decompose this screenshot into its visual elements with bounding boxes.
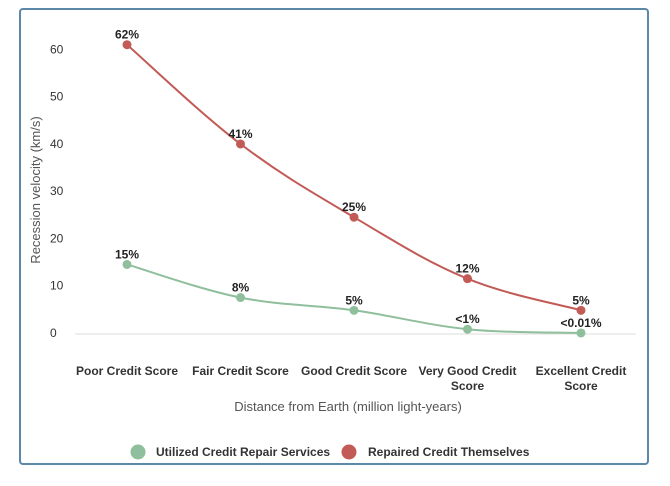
data-point[interactable] [576, 305, 586, 315]
legend-marker [341, 444, 357, 460]
x-axis-title: Distance from Earth (million light-years… [234, 399, 462, 414]
legend-label[interactable]: Repaired Credit Themselves [368, 445, 530, 459]
data-label: <0.01% [560, 316, 601, 330]
y-tick-label: 0 [50, 326, 57, 340]
data-point[interactable] [349, 305, 359, 315]
x-tick-label: Excellent Credit [536, 364, 627, 378]
y-tick-label: 20 [50, 231, 64, 245]
y-tick-label: 10 [50, 279, 64, 293]
data-point[interactable] [122, 40, 132, 50]
data-point[interactable] [236, 293, 245, 303]
data-point[interactable] [463, 274, 472, 284]
x-tick-label: Very Good Credit [418, 364, 516, 378]
legend-marker [130, 444, 146, 460]
x-tick-label: Good Credit Score [301, 364, 407, 378]
series-line [126, 43, 582, 312]
data-label: <1% [455, 312, 480, 326]
data-label: 62% [115, 28, 139, 42]
y-axis-title: Recession velocity (km/s) [28, 116, 43, 263]
data-point[interactable] [236, 139, 245, 149]
x-tick-label: Poor Credit Score [76, 364, 178, 378]
data-label: 5% [572, 293, 590, 307]
data-label: 25% [342, 200, 366, 214]
data-label: 15% [115, 247, 139, 261]
x-tick-label: Score [451, 379, 485, 393]
y-tick-label: 40 [50, 137, 64, 151]
legend: Utilized Credit Repair Services Repaired … [130, 444, 530, 460]
data-point[interactable] [122, 259, 132, 269]
data-point[interactable] [463, 324, 472, 334]
legend-label[interactable]: Utilized Credit Repair Services [156, 445, 330, 459]
y-tick-label: 50 [50, 90, 64, 104]
chart-frame [19, 8, 649, 465]
data-label: 12% [455, 262, 479, 276]
y-tick-label: 30 [50, 184, 64, 198]
x-tick-label: Score [564, 379, 598, 393]
data-point[interactable] [576, 328, 586, 338]
data-label: 8% [232, 281, 250, 295]
data-point[interactable] [349, 212, 359, 222]
y-tick-label: 60 [50, 42, 64, 56]
x-tick-label: Fair Credit Score [192, 364, 289, 378]
data-label: 41% [228, 127, 252, 141]
data-label: 5% [345, 293, 363, 307]
